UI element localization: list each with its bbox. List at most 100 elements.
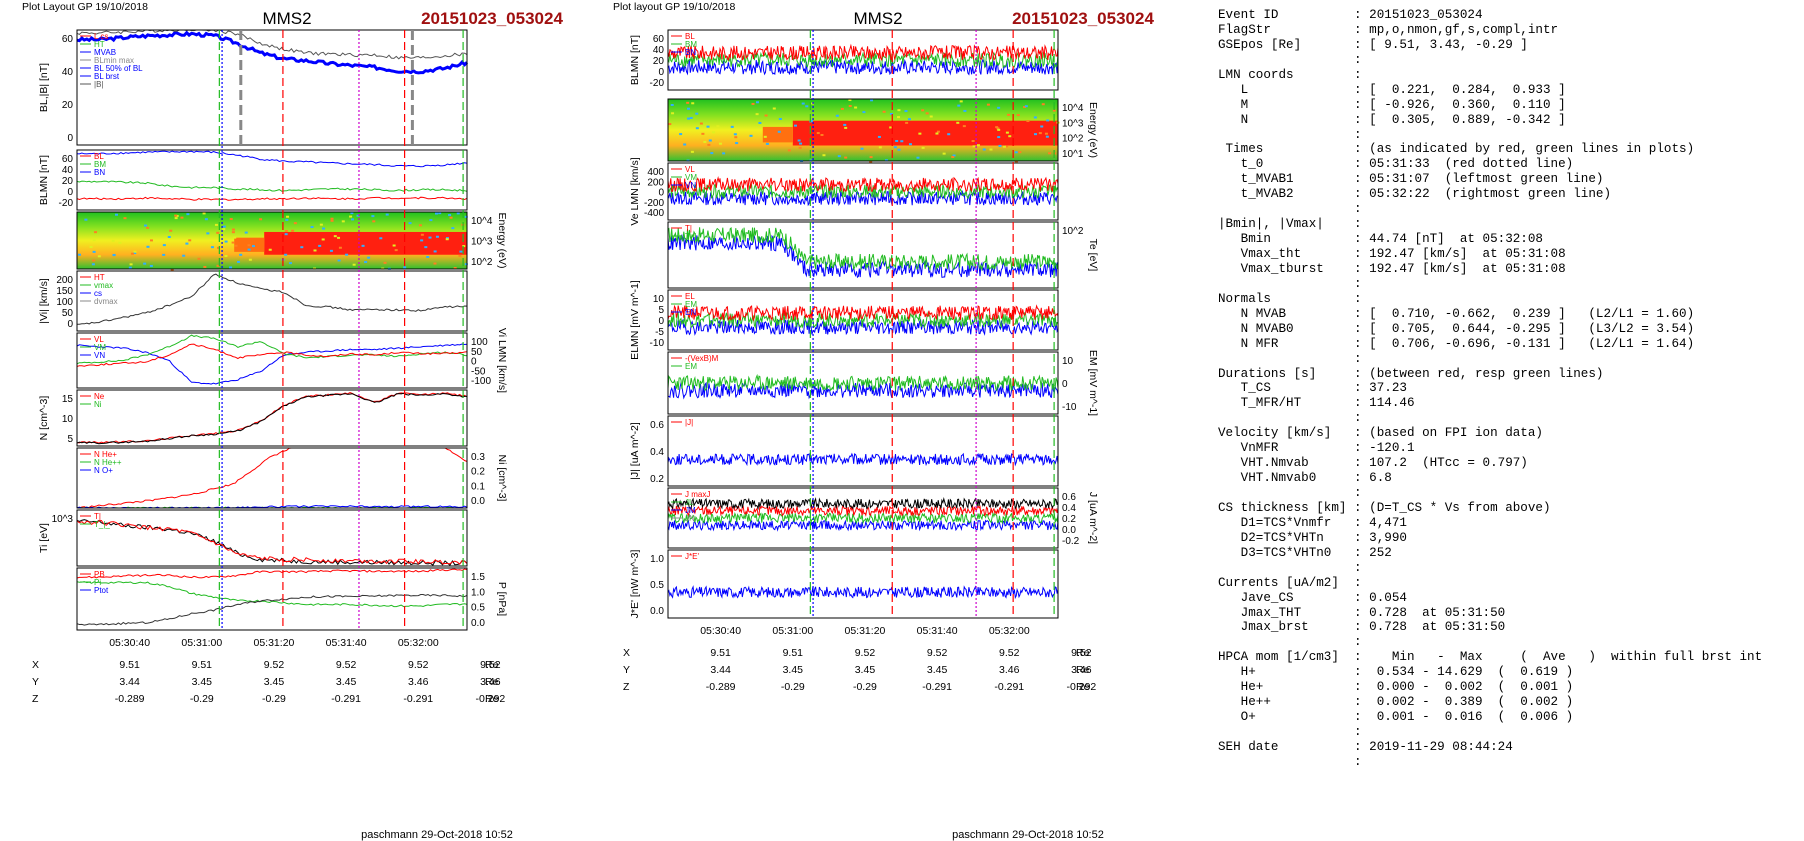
- spectrogram-speckle: [1018, 151, 1022, 154]
- legend-label: N O+: [94, 466, 113, 475]
- position-value: -0.291: [994, 681, 1024, 693]
- info-row: :: [1218, 352, 1798, 367]
- legend-label: EM: [685, 362, 697, 371]
- y-tick-label: 50: [62, 308, 74, 319]
- spacecraft-title: MMS2: [262, 9, 311, 28]
- info-row: Currents [uA/m2] :: [1218, 576, 1798, 591]
- spectrogram-speckle: [231, 231, 235, 234]
- info-row: Normals :: [1218, 292, 1798, 307]
- info-row: N : [ 0.305, 0.889, -0.342 ]: [1218, 113, 1798, 128]
- info-key: [1218, 53, 1354, 67]
- subplot-9: 1.0 0.5 0.0 J*E' [nW m^-3] J*E': [629, 549, 1059, 619]
- spectrogram-speckle: [1005, 145, 1009, 148]
- spectrogram-speckle: [840, 107, 844, 110]
- info-row: VHT.Nmvab : 107.2 (HTcc = 0.797): [1218, 456, 1798, 471]
- position-value: 9.52: [336, 659, 357, 671]
- spectrogram-speckle: [848, 99, 852, 102]
- spectrogram-speckle: [428, 236, 432, 239]
- position-value: 3.44: [710, 664, 731, 676]
- info-value: :: [1354, 754, 1362, 769]
- spectrogram-speckle: [989, 148, 993, 151]
- legend-label: JN: [685, 514, 695, 523]
- info-row: T_MFR/HT : 114.46: [1218, 396, 1798, 411]
- info-row: Vmax_tht : 192.47 [km/s] at 05:31:08: [1218, 247, 1798, 262]
- spectrogram-speckle: [372, 220, 376, 223]
- spectrogram-speckle: [699, 122, 703, 125]
- info-key: [1218, 277, 1354, 291]
- position-value: 9.51: [192, 659, 213, 671]
- spectrogram-speckle: [371, 215, 375, 218]
- subplot-frame: [667, 289, 1059, 351]
- legend-label: VN: [94, 351, 105, 360]
- spectrogram-speckle: [144, 224, 148, 227]
- info-key: Jmax_brst: [1218, 620, 1355, 635]
- info-value: : 0.728 at 05:31:50: [1354, 620, 1506, 635]
- spectrogram-speckle: [683, 143, 687, 146]
- x-tick-label: 05:32:00: [398, 637, 439, 649]
- spectrogram-speckle: [464, 215, 468, 218]
- info-value: : 0.002 - 0.389 ( 0.002 ): [1354, 695, 1574, 710]
- position-value: 9.52: [855, 647, 876, 659]
- info-key: Durations [s]: [1218, 366, 1355, 381]
- y-axis-label: N [cm^-3]: [38, 396, 50, 441]
- spectrogram-speckle: [383, 261, 387, 264]
- spectrogram-speckle: [787, 149, 791, 152]
- info-value: : 4,471: [1354, 515, 1407, 530]
- spectrogram-speckle: [756, 101, 760, 104]
- subplot-7: 0.6 0.4 0.2 |J| [uA m^-2] |J|: [629, 415, 1059, 487]
- info-row: N MFR : [ 0.706, -0.696, -0.131 ] (L2/L1…: [1218, 337, 1798, 352]
- series-line: [76, 343, 468, 367]
- spectrogram-speckle: [1007, 113, 1011, 116]
- info-value: : [ -0.926, 0.360, 0.110 ]: [1354, 97, 1566, 112]
- position-value: 9.51: [119, 659, 140, 671]
- info-value: : (between red, resp green lines): [1354, 366, 1604, 381]
- spectrogram-speckle: [816, 132, 820, 135]
- series-line: [667, 452, 1059, 467]
- spectrogram-speckle: [464, 263, 468, 266]
- spectrogram-speckle: [878, 146, 882, 149]
- info-value: : 0.000 - 0.002 ( 0.001 ): [1354, 680, 1574, 695]
- info-row: D3=TCS*VHTn0 : 252: [1218, 546, 1798, 561]
- series-line: [76, 519, 468, 565]
- spectrogram-speckle: [174, 217, 178, 220]
- info-row: :: [1218, 277, 1798, 292]
- spectrogram-speckle: [843, 123, 847, 126]
- info-key: [1218, 561, 1354, 575]
- y-tick-label: 20: [653, 56, 665, 67]
- spectrogram-speckle: [182, 254, 186, 257]
- spectrogram-speckle: [361, 244, 365, 247]
- spectrogram-speckle: [962, 125, 966, 128]
- y-tick-label: 60: [653, 34, 665, 45]
- spectrogram-speckle: [1023, 106, 1027, 109]
- info-key: [1218, 725, 1354, 739]
- y-axis-label: Ve LMN [km/s]: [629, 157, 641, 225]
- info-value: : 6.8: [1354, 471, 1392, 486]
- spectrogram-speckle: [379, 237, 383, 240]
- info-key: N: [1218, 112, 1355, 127]
- spacecraft-title: MMS2: [853, 9, 902, 28]
- info-row: t_MVAB1 : 05:31:07 (leftmost green line): [1218, 172, 1798, 187]
- info-row: VnMFR : -120.1: [1218, 441, 1798, 456]
- y-tick-label: 10^2: [1062, 134, 1084, 145]
- spectrogram-speckle: [1040, 125, 1044, 128]
- position-value: -0.29: [853, 681, 877, 693]
- spectrogram-speckle: [956, 121, 960, 124]
- spectrogram-speckle: [92, 250, 96, 253]
- spectrogram-speckle: [234, 244, 238, 247]
- spectrogram-speckle: [837, 155, 841, 158]
- spectrogram-speckle: [216, 231, 220, 234]
- spectrogram-speckle: [921, 146, 925, 149]
- info-row: H+ : 0.534 - 14.629 ( 0.619 ): [1218, 665, 1798, 680]
- position-value: -0.292: [476, 693, 506, 705]
- spectrogram-speckle: [670, 104, 674, 107]
- spectrogram-speckle: [921, 109, 925, 112]
- spectrogram-speckle: [1041, 103, 1045, 106]
- info-row: |Bmin|, |Vmax| :: [1218, 217, 1798, 232]
- spectrogram-speckle: [758, 121, 762, 124]
- y-tick-label: 0.4: [1062, 503, 1076, 514]
- series-line: [667, 519, 1059, 532]
- info-row: :: [1218, 725, 1798, 740]
- series-line: [667, 381, 1059, 400]
- spectrogram-speckle: [976, 144, 980, 147]
- info-row: :: [1218, 561, 1798, 576]
